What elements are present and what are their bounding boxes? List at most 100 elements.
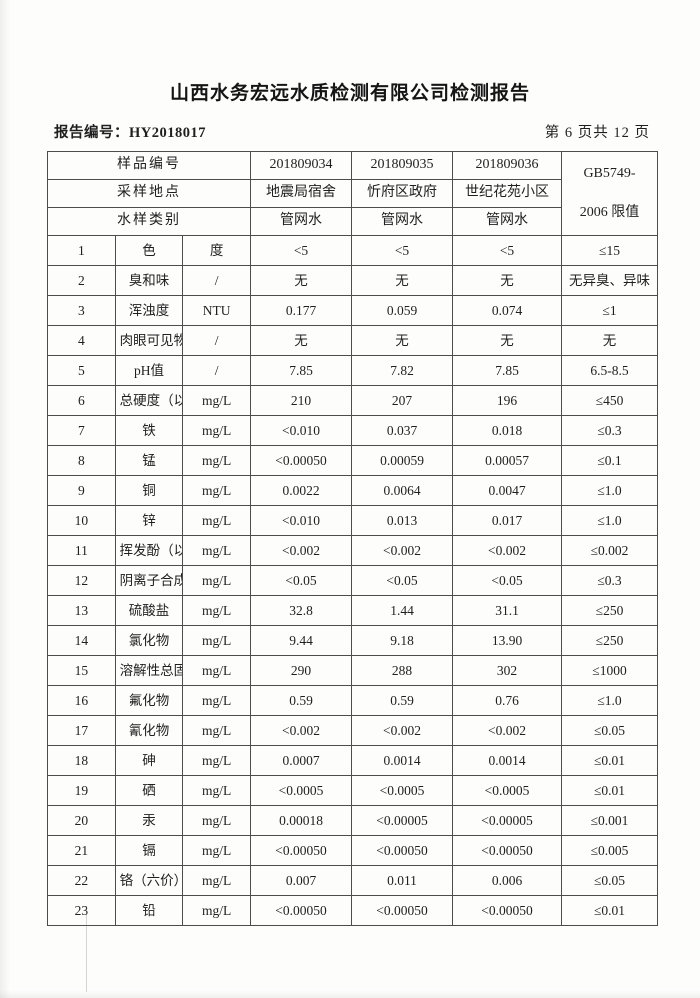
table-row: 4 肉眼可见物 / 无 无 无 无 — [47, 325, 658, 356]
table-row: 1 色 度 <5 <5 <5 ≤15 — [47, 235, 658, 266]
limit-value: ≤1.0 — [561, 475, 658, 506]
row-number: 11 — [47, 535, 116, 566]
table-row: 18 砷 mg/L 0.0007 0.0014 0.0014 ≤0.01 — [47, 745, 658, 776]
parameter-unit: mg/L — [182, 415, 251, 446]
parameter-name: 锰 — [114, 445, 184, 476]
limit-value: ≤1.0 — [561, 505, 658, 536]
sample1-value: 210 — [250, 385, 352, 416]
sample3-value: 302 — [452, 655, 562, 686]
scan-artifact-line — [86, 906, 87, 992]
sample1-value: 290 — [250, 655, 352, 686]
sample2-value: 0.059 — [351, 295, 453, 326]
parameter-name: 氯化物 — [114, 625, 184, 656]
sample3-value: 0.074 — [452, 295, 562, 326]
parameter-unit: / — [182, 265, 251, 296]
sample1-type: 管网水 — [250, 207, 352, 236]
sample3-value: 无 — [452, 265, 562, 296]
parameter-name: 汞 — [114, 805, 184, 836]
row-number: 1 — [47, 235, 116, 266]
parameter-unit: mg/L — [182, 565, 251, 596]
sample3-value: 无 — [452, 325, 562, 356]
row-number: 12 — [47, 565, 116, 596]
sample3-value: <0.002 — [452, 715, 562, 746]
row-number: 20 — [47, 805, 116, 836]
limit-value: 6.5-8.5 — [561, 355, 658, 386]
sample1-value: <0.00050 — [250, 835, 352, 866]
sample2-value: <0.002 — [351, 535, 453, 566]
row-number: 2 — [47, 265, 116, 296]
parameter-unit: mg/L — [182, 805, 251, 836]
report-number: 报告编号：HY2018017 — [54, 125, 206, 141]
limit-value: ≤450 — [561, 385, 658, 416]
row-number: 8 — [47, 445, 116, 476]
report-meta: 报告编号：HY2018017 第 6 页共 12 页 — [54, 121, 650, 142]
sample2-id: 201809035 — [351, 151, 453, 180]
table-row: 15 溶解性总固体 mg/L 290 288 302 ≤1000 — [47, 655, 658, 686]
parameter-name: 砷 — [114, 745, 184, 776]
sample1-value: 7.85 — [250, 355, 352, 386]
sample2-value: 0.0014 — [351, 745, 453, 776]
limit-value: ≤1.0 — [561, 685, 658, 716]
parameter-name: 肉眼可见物 — [114, 325, 184, 356]
table-row: 11 挥发酚（以苯酚计） mg/L <0.002 <0.002 <0.002 ≤… — [47, 535, 658, 566]
parameter-unit: mg/L — [182, 475, 251, 506]
limit-value: ≤0.1 — [561, 445, 658, 476]
parameter-name: 臭和味 — [114, 265, 184, 296]
table-row: 16 氟化物 mg/L 0.59 0.59 0.76 ≤1.0 — [47, 685, 658, 716]
results-body: 1 色 度 <5 <5 <5 ≤15 2 臭和味 / 无 无 无 无异臭、异味 … — [47, 235, 658, 926]
parameter-unit: mg/L — [182, 445, 251, 476]
row-number: 4 — [47, 325, 116, 356]
sample1-value: 0.59 — [250, 685, 352, 716]
sample2-value: 288 — [351, 655, 453, 686]
sample3-value: 0.006 — [452, 865, 562, 896]
sample1-value: <0.002 — [250, 535, 352, 566]
sample1-value: <0.05 — [250, 565, 352, 596]
table-row: 20 汞 mg/L 0.00018 <0.00005 <0.00005 ≤0.0… — [47, 805, 658, 836]
row-number: 10 — [47, 505, 116, 536]
limit-value: ≤0.3 — [561, 565, 658, 596]
limit-value: ≤0.005 — [561, 835, 658, 866]
parameter-unit: mg/L — [182, 385, 251, 416]
sample3-value: 0.017 — [452, 505, 562, 536]
row-number: 16 — [47, 685, 116, 716]
limit-value: ≤0.05 — [561, 715, 658, 746]
parameter-unit: mg/L — [182, 535, 251, 566]
limit-value: ≤1000 — [561, 655, 658, 686]
sample3-value: 0.018 — [452, 415, 562, 446]
row-number: 15 — [47, 655, 116, 686]
parameter-name: 浑浊度 — [114, 295, 184, 326]
sample3-value: 7.85 — [452, 355, 562, 386]
sample2-value: <5 — [351, 235, 453, 266]
table-row: 12 阴离子合成洗涤剂 mg/L <0.05 <0.05 <0.05 ≤0.3 — [47, 565, 658, 596]
limit-value: 无异臭、异味 — [561, 265, 658, 296]
sample1-value: <0.010 — [250, 415, 352, 446]
limit-value: ≤0.01 — [561, 775, 658, 806]
parameter-name: 阴离子合成洗涤剂 — [114, 565, 184, 596]
parameter-unit: mg/L — [182, 835, 251, 866]
parameter-name: 铬（六价） — [114, 865, 184, 896]
sample3-type: 管网水 — [452, 207, 562, 236]
sample3-value: <0.00050 — [452, 895, 562, 926]
row-number: 22 — [47, 865, 116, 896]
limit-standard-header: GB5749- 2006 限值 — [561, 151, 658, 236]
sample2-value: 0.011 — [351, 865, 453, 896]
limit-value: ≤0.01 — [561, 745, 658, 776]
parameter-unit: mg/L — [182, 775, 251, 806]
limit-value: ≤250 — [561, 595, 658, 626]
table-row: 5 pH值 / 7.85 7.82 7.85 6.5-8.5 — [47, 355, 658, 386]
parameter-name: 总硬度（以CaCO₃计） — [114, 385, 184, 416]
sample2-value: <0.00050 — [351, 835, 453, 866]
sample1-value: 9.44 — [250, 625, 352, 656]
sample2-value: 无 — [351, 265, 453, 296]
sample3-value: <0.00050 — [452, 835, 562, 866]
sample3-value: <0.05 — [452, 565, 562, 596]
limit-standard-line1: GB5749- — [583, 166, 636, 182]
sample2-value: 0.037 — [351, 415, 453, 446]
sample2-value: <0.00050 — [351, 895, 453, 926]
parameter-unit: mg/L — [182, 745, 251, 776]
table-row: 9 铜 mg/L 0.0022 0.0064 0.0047 ≤1.0 — [47, 475, 658, 506]
table-row: 17 氰化物 mg/L <0.002 <0.002 <0.002 ≤0.05 — [47, 715, 658, 746]
parameter-name: 氟化物 — [114, 685, 184, 716]
parameter-unit: / — [182, 325, 251, 356]
